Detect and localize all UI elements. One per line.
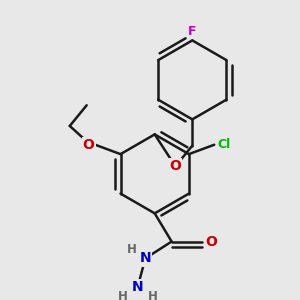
Text: O: O bbox=[205, 235, 217, 248]
Text: N: N bbox=[140, 251, 151, 266]
Text: H: H bbox=[148, 290, 158, 300]
Text: N: N bbox=[132, 280, 144, 294]
Text: O: O bbox=[169, 159, 181, 173]
Text: H: H bbox=[127, 243, 137, 256]
Text: F: F bbox=[188, 25, 196, 38]
Text: O: O bbox=[82, 138, 94, 152]
Text: H: H bbox=[118, 290, 128, 300]
Text: Cl: Cl bbox=[217, 138, 230, 151]
